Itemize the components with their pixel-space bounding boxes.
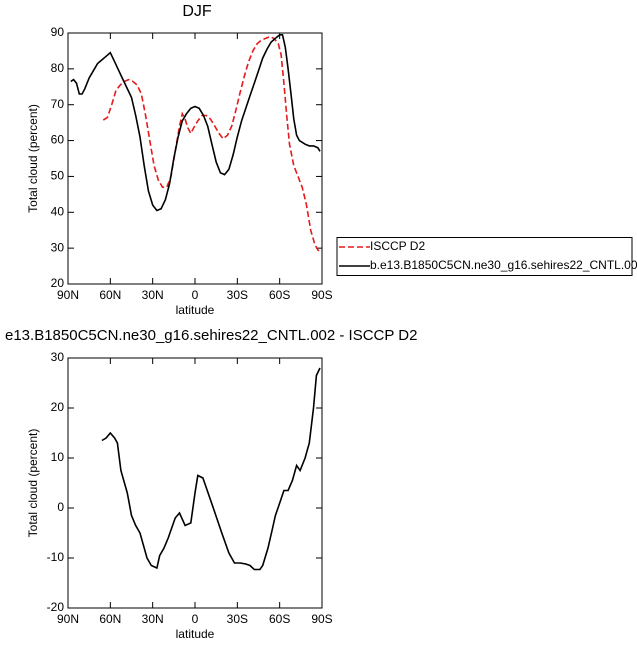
y-tick-label: 70 [51,97,65,111]
y-tick-label: 60 [51,133,65,147]
data-line [101,367,321,571]
y-tick-label: -10 [47,550,65,564]
y-tick-label: 0 [57,500,64,514]
legend-label: ISCCP D2 [370,239,425,253]
x-tick-label: 30N [142,612,164,626]
x-tick-label: 30S [227,612,248,626]
x-tick-label: 0 [192,612,199,626]
x-tick-label: 90S [311,288,332,302]
x-tick-label: 0 [192,288,199,302]
y-tick-label: 50 [51,169,65,183]
y-axis-label: Total cloud (percent) [26,104,40,213]
y-axis-label: Total cloud (percent) [26,429,40,538]
chart-title: DJF [182,3,212,20]
legend-label: b.e13.B1850C5CN.ne30_g16.sehires22_CNTL.… [370,258,637,272]
x-tick-label: 30S [227,288,248,302]
x-axis-label: latitude [176,303,215,317]
plot-frame [67,32,323,285]
y-tick-label: 90 [51,25,65,39]
legend-box [336,237,633,276]
data-line [70,34,321,212]
data-line [102,35,321,253]
x-tick-label: 30N [142,288,164,302]
y-tick-label: 80 [51,61,65,75]
x-tick-label: 60S [269,288,290,302]
x-axis-label: latitude [176,627,215,641]
plot-frame [67,357,323,609]
y-tick-label: 20 [51,400,65,414]
y-tick-label: 20 [51,276,65,290]
chart-title: e13.B1850C5CN.ne30_g16.sehires22_CNTL.00… [5,327,417,344]
x-tick-label: 90N [57,288,79,302]
y-tick-label: 30 [51,350,65,364]
y-tick-label: 40 [51,204,65,218]
y-tick-label: 30 [51,240,65,254]
x-tick-label: 60S [269,612,290,626]
x-tick-label: 90S [311,612,332,626]
x-tick-label: 60N [99,288,121,302]
x-tick-label: 60N [99,612,121,626]
y-tick-label: 10 [51,450,65,464]
x-tick-label: 90N [57,612,79,626]
y-tick-label: -20 [47,600,65,614]
